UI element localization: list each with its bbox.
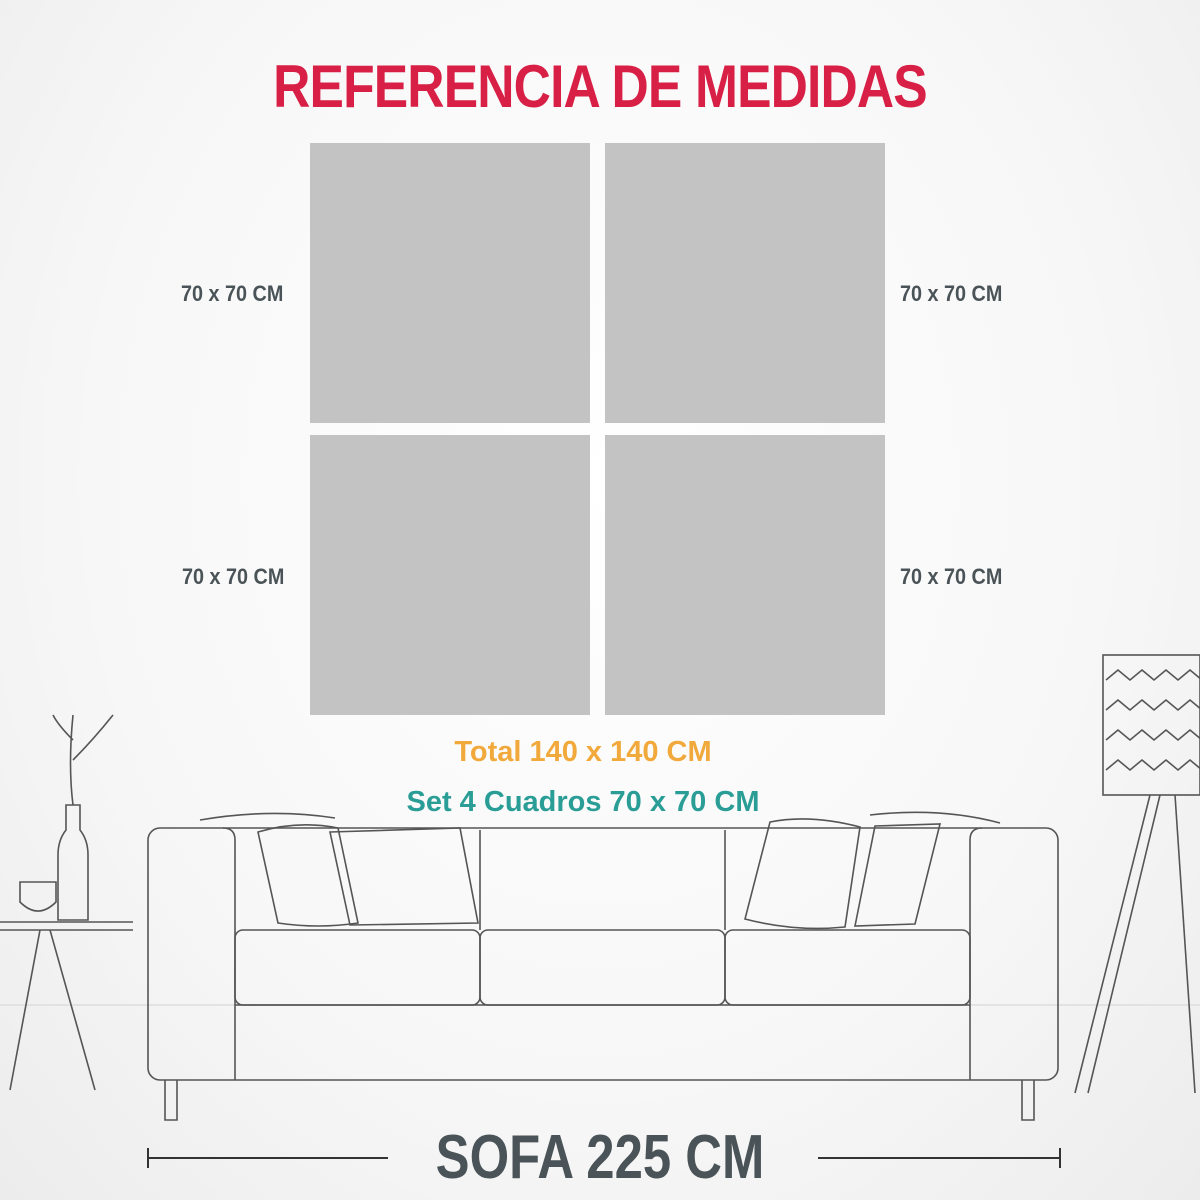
sofa-width-label: SOFA 225 CM xyxy=(435,1123,765,1192)
sofa-illustration xyxy=(147,811,1059,1121)
page-title: REFERENCIA DE MEDIDAS xyxy=(273,53,928,120)
panel-top-right xyxy=(605,143,885,423)
panel-bottom-left xyxy=(310,435,590,715)
dim-top-right: 70 x 70 CM xyxy=(900,281,1003,306)
dim-bottom-right: 70 x 70 CM xyxy=(900,564,1003,589)
sofa-dimension-line xyxy=(147,1148,1061,1168)
floor-lamp-illustration xyxy=(1074,654,1200,1094)
panel-bottom-right xyxy=(605,435,885,715)
dim-bottom-left: 70 x 70 CM xyxy=(182,564,285,589)
total-size: Total 140 x 140 CM xyxy=(454,736,712,768)
dim-top-left: 70 x 70 CM xyxy=(181,281,284,306)
set-description: Set 4 Cuadros 70 x 70 CM xyxy=(406,786,760,818)
side-table-illustration xyxy=(0,714,133,1091)
panel-top-left xyxy=(310,143,590,423)
